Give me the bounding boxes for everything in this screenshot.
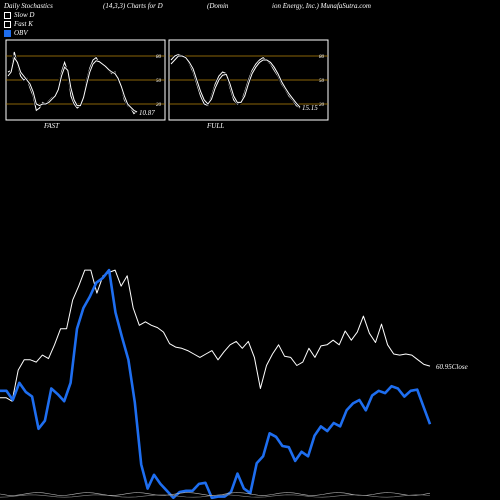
fast-level-label-20: 20 xyxy=(156,103,162,108)
fast-last-value-label: 10.87 xyxy=(139,109,155,117)
obv-line xyxy=(0,268,432,500)
legend-item-slow-d: Slow D xyxy=(4,11,34,19)
chart-title: Daily Stochastics xyxy=(4,2,53,10)
chart-params: (14,3,3) Charts for D xyxy=(103,2,163,10)
full-panel-label: FULL xyxy=(206,122,224,130)
legend-label-fast-k: Fast K xyxy=(14,20,33,28)
legend-label-obv: OBV xyxy=(14,29,28,37)
legend-item-obv: OBV xyxy=(4,29,28,37)
legend-swatch-fast-k xyxy=(4,20,11,28)
fast-level-label-50: 50 xyxy=(156,79,162,84)
legend-swatch-obv xyxy=(4,29,11,37)
full-level-label-80: 80 xyxy=(319,55,325,60)
company-name-part1: (Domin xyxy=(207,2,229,10)
legend-item-fast-k: Fast K xyxy=(4,20,33,28)
full-series-line-slow-d xyxy=(170,55,301,108)
close-last-value-label: 60.95Close xyxy=(436,363,468,371)
full-level-label-50: 50 xyxy=(319,79,325,84)
legend-swatch-slow-d xyxy=(4,11,11,19)
close-price-line xyxy=(0,269,431,402)
fast-series-line-slow-d xyxy=(7,56,138,113)
full-last-value-label: 15.15 xyxy=(302,104,318,112)
bottom-trace-2 xyxy=(0,494,431,498)
fast-level-label-80: 80 xyxy=(156,55,162,60)
company-name-part2: ion Energy, Inc.) MunafaSutra.com xyxy=(272,2,371,10)
full-level-label-20: 20 xyxy=(319,103,325,108)
legend-label-slow-d: Slow D xyxy=(14,11,35,19)
fast-panel-label: FAST xyxy=(43,122,60,130)
